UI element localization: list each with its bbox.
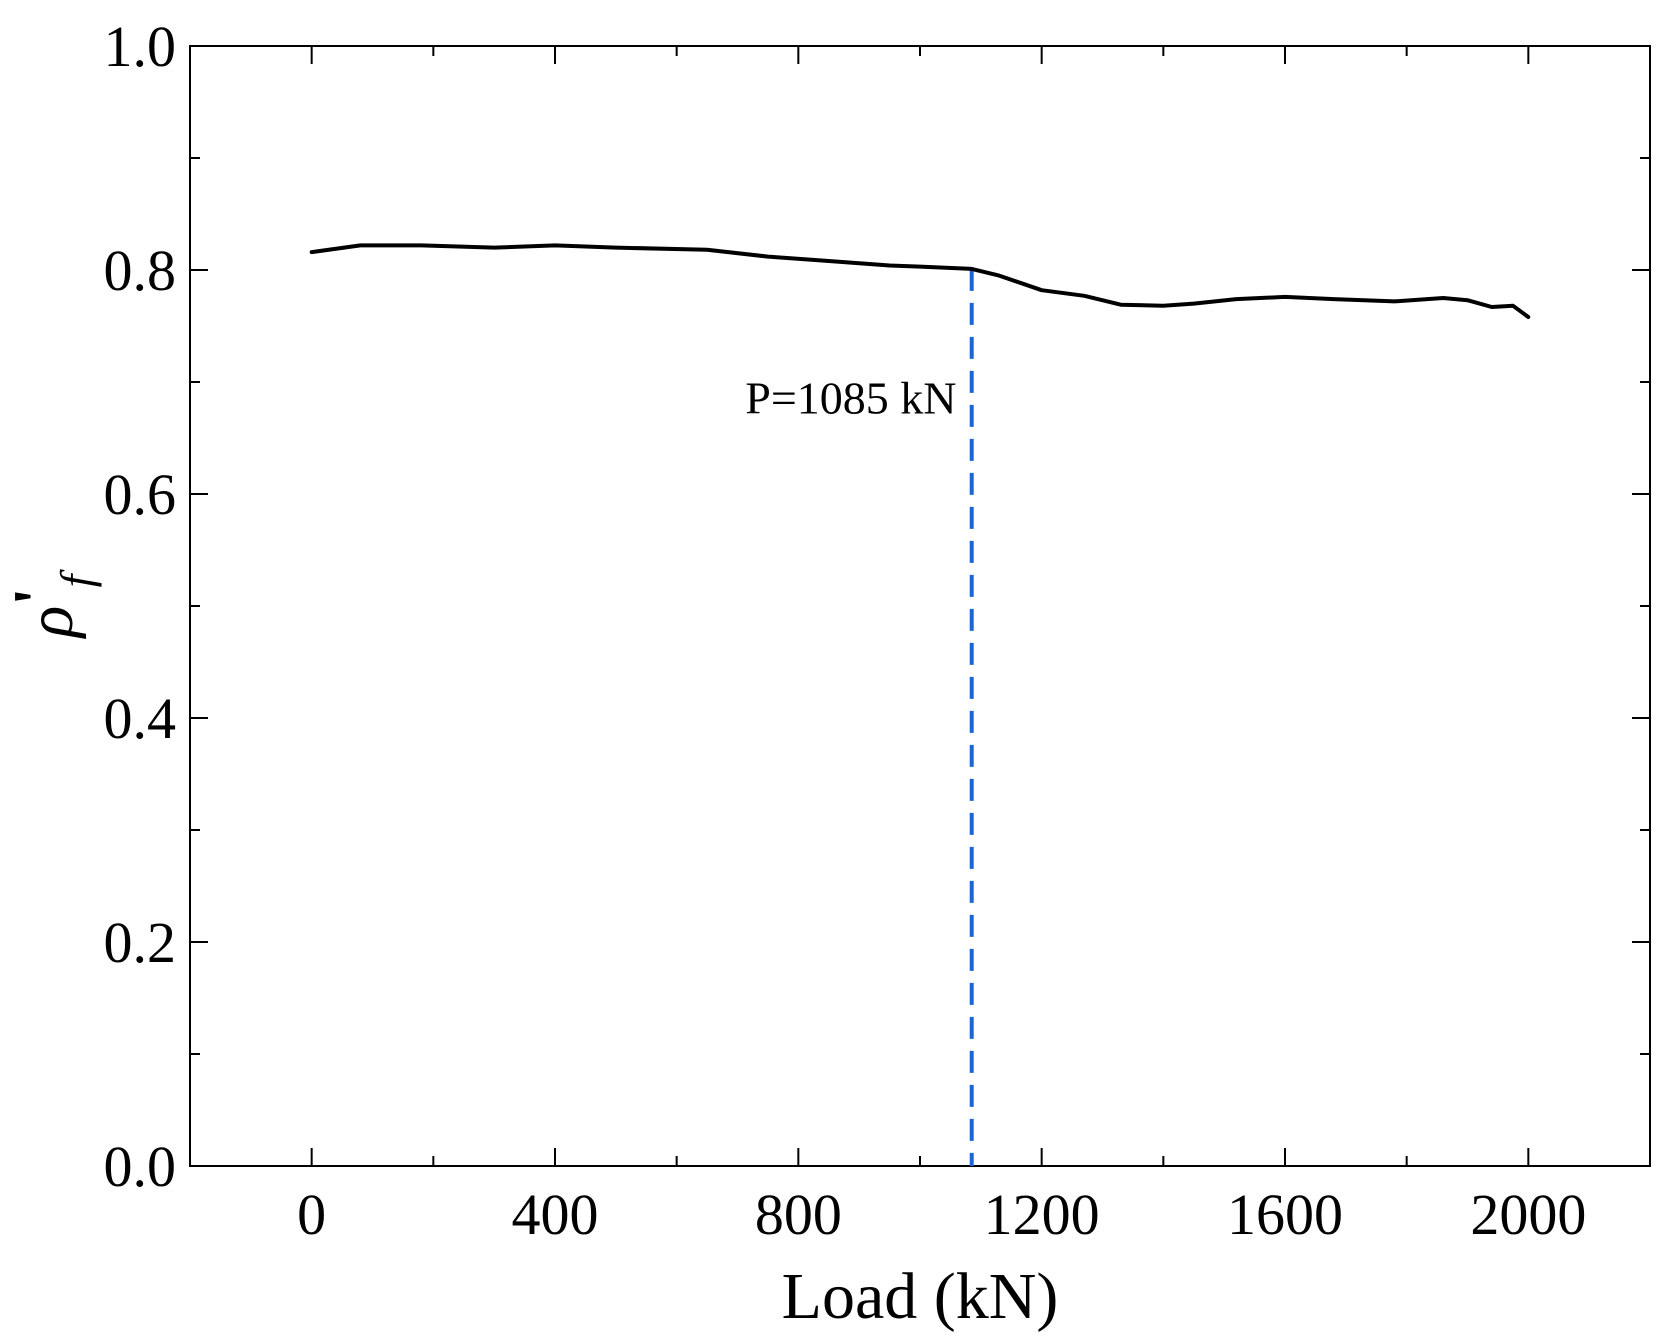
x-tick-label: 800 [755, 1182, 842, 1247]
y-tick-label: 0.2 [104, 910, 177, 975]
x-axis-title: Load (kN) [782, 1260, 1059, 1333]
y-tick-label: 0.4 [104, 686, 177, 751]
y-tick-label: 0.8 [104, 238, 177, 303]
rho-f-series-line [309, 243, 1531, 319]
y-axis-title-symbol: ρ [14, 606, 87, 640]
x-tick-label: 0 [297, 1182, 326, 1247]
x-tick-label: 1200 [984, 1182, 1100, 1247]
axis-tick-labels: 0 400 800 1200 1600 2000 0.0 0.2 0.4 0.6 0.8 1.0 [104, 14, 1587, 1247]
x-tick-label: 1600 [1227, 1182, 1343, 1247]
y-tick-label: 0.6 [104, 462, 177, 527]
x-tick-label: 2000 [1470, 1182, 1586, 1247]
y-axis-title: ρ'f [0, 568, 102, 639]
plot-frame [189, 45, 1651, 1167]
x-tick-label: 400 [512, 1182, 599, 1247]
y-axis-title-subscript: f [51, 568, 102, 587]
axis-ticks [189, 45, 1651, 1167]
y-tick-label: 1.0 [104, 14, 177, 79]
y-tick-label: 0.0 [104, 1134, 177, 1199]
threshold-annotation: P=1085 kN [745, 372, 956, 423]
y-axis-title-prime: ' [0, 587, 73, 605]
